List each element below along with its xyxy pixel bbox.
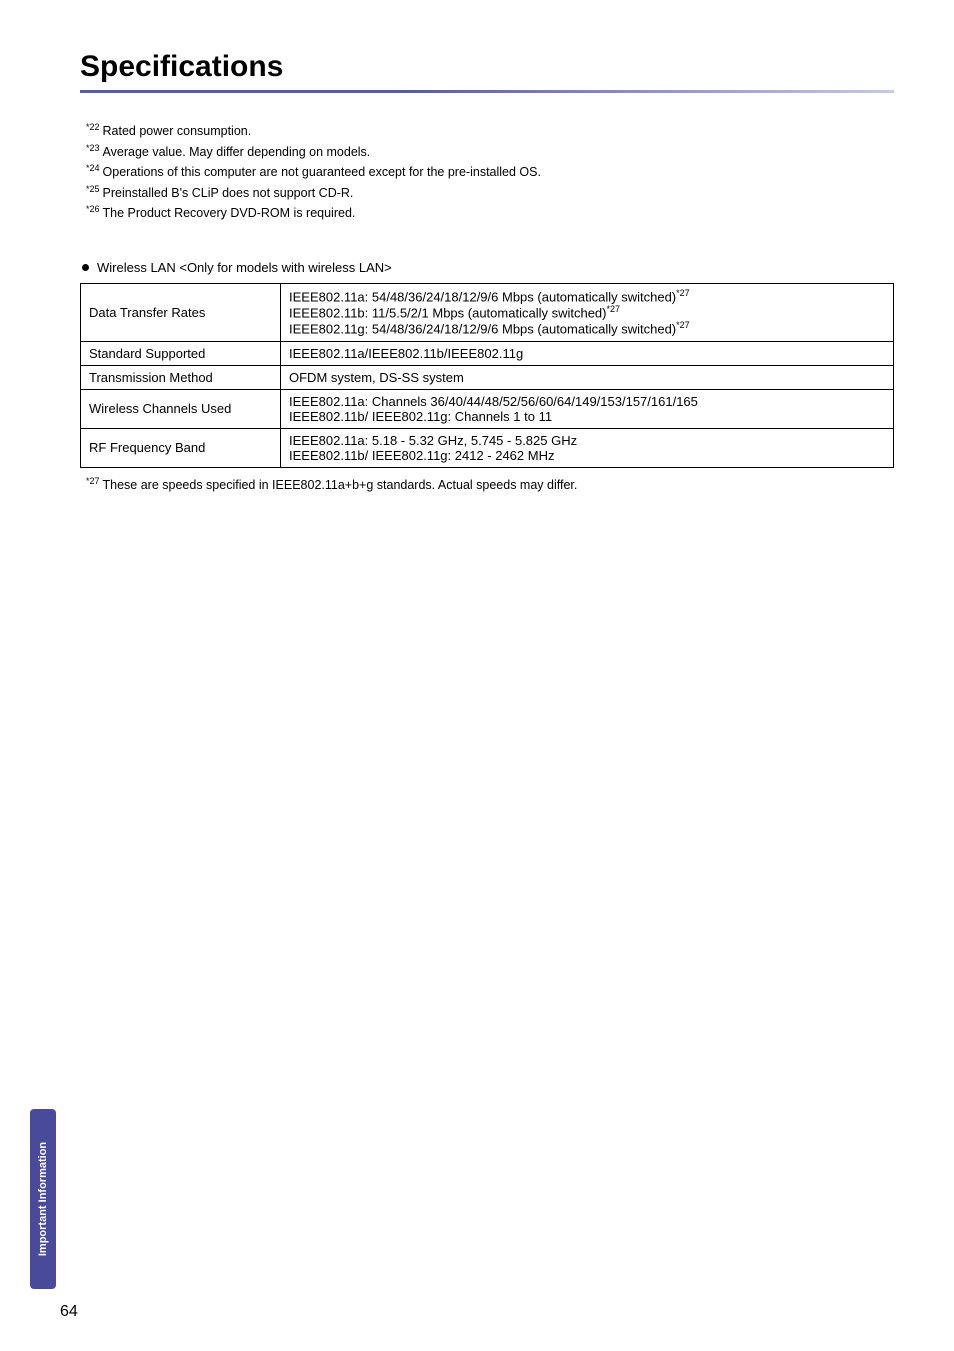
row-label: Data Transfer Rates (81, 283, 281, 341)
title-underline (80, 90, 894, 93)
footnote-text: Preinstalled B's CLiP does not support C… (103, 186, 354, 200)
line-prefix: IEEE802.11g: 54/48/36/24/18/12/9/6 (289, 322, 502, 337)
footnote-item: *23Average value. May differ depending o… (86, 142, 894, 163)
footnote-ref: *26 (86, 204, 100, 214)
row-label: Wireless Channels Used (81, 389, 281, 428)
footnote-ref: *23 (86, 143, 100, 153)
line-suffix: (automatically switched) (534, 322, 676, 337)
line-unit: Mbps (502, 289, 534, 304)
wireless-lan-table: Data Transfer Rates IEEE802.11a: 54/48/3… (80, 283, 894, 468)
footnote-ref: *24 (86, 163, 100, 173)
line-prefix: IEEE802.11a/IEEE802.11b/IEEE802.11g (289, 346, 523, 361)
table-row: Data Transfer Rates IEEE802.11a: 54/48/3… (81, 283, 894, 341)
line-suffix: (automatically switched) (464, 305, 606, 320)
row-value: OFDM system, DS-SS system (281, 365, 894, 389)
side-tab: Important Information (30, 1109, 56, 1289)
row-value: IEEE802.11a/IEEE802.11b/IEEE802.11g (281, 341, 894, 365)
bullet-icon (82, 264, 89, 271)
footnotes-top: *22Rated power consumption. *23Average v… (86, 121, 894, 224)
line-ref: *27 (606, 304, 620, 314)
footnote-item: *22Rated power consumption. (86, 121, 894, 142)
footnote-item: *26The Product Recovery DVD-ROM is requi… (86, 203, 894, 224)
section-heading-text: Wireless LAN <Only for models with wirel… (97, 260, 392, 275)
page-number: 64 (60, 1303, 78, 1321)
section-heading: Wireless LAN <Only for models with wirel… (80, 260, 894, 275)
footnote-text: Average value. May differ depending on m… (103, 145, 371, 159)
row-label: Standard Supported (81, 341, 281, 365)
table-row: Standard Supported IEEE802.11a/IEEE802.1… (81, 341, 894, 365)
footnote-ref: *22 (86, 122, 100, 132)
line-unit: Mbps (432, 305, 464, 320)
footnote-text: Operations of this computer are not guar… (103, 165, 541, 179)
table-row: RF Frequency Band IEEE802.11a: 5.18 - 5.… (81, 428, 894, 467)
line-prefix: IEEE802.11a: 54/48/36/24/18/12/9/6 (289, 289, 502, 304)
line-prefix: IEEE802.11a: Channels 36/40/44/48/52/56/… (289, 394, 698, 409)
line-unit: Mbps (502, 322, 534, 337)
table-row: Wireless Channels Used IEEE802.11a: Chan… (81, 389, 894, 428)
line-unit2: GHz (551, 433, 577, 448)
line-suffix: (automatically switched) (534, 289, 676, 304)
footnote-ref: *27 (86, 476, 100, 486)
line-ref: *27 (676, 320, 690, 330)
footnote-item: *25Preinstalled B's CLiP does not suppor… (86, 183, 894, 204)
line-ref: *27 (676, 288, 690, 298)
line-prefix: IEEE802.11b/ IEEE802.11g: Channels 1 to … (289, 409, 552, 424)
row-value: IEEE802.11a: Channels 36/40/44/48/52/56/… (281, 389, 894, 428)
row-label: RF Frequency Band (81, 428, 281, 467)
row-label: Transmission Method (81, 365, 281, 389)
line-prefix: OFDM system, DS-SS system (289, 370, 464, 385)
page-title: Specifications (80, 50, 894, 84)
line-prefix: IEEE802.11b: 11/5.5/2/1 (289, 305, 432, 320)
footnote-ref: *25 (86, 184, 100, 194)
footnote-item: *24Operations of this computer are not g… (86, 162, 894, 183)
line-unit: GHz (438, 433, 464, 448)
table-row: Transmission Method OFDM system, DS-SS s… (81, 365, 894, 389)
footnote-text: Rated power consumption. (103, 124, 252, 138)
row-value: IEEE802.11a: 54/48/36/24/18/12/9/6 Mbps … (281, 283, 894, 341)
line-unit: MHz (528, 448, 555, 463)
footnote-text: These are speeds specified in IEEE802.11… (103, 478, 578, 492)
row-value: IEEE802.11a: 5.18 - 5.32 GHz, 5.745 - 5.… (281, 428, 894, 467)
side-tab-label: Important Information (37, 1142, 49, 1256)
line-prefix: IEEE802.11a: 5.18 - 5.32 (289, 433, 438, 448)
line-prefix: IEEE802.11b/ IEEE802.11g: 2412 - 2462 (289, 448, 528, 463)
line-suffix: , 5.745 - 5.825 (464, 433, 551, 448)
footnotes-bottom: *27These are speeds specified in IEEE802… (86, 476, 894, 492)
footnote-text: The Product Recovery DVD-ROM is required… (103, 206, 356, 220)
